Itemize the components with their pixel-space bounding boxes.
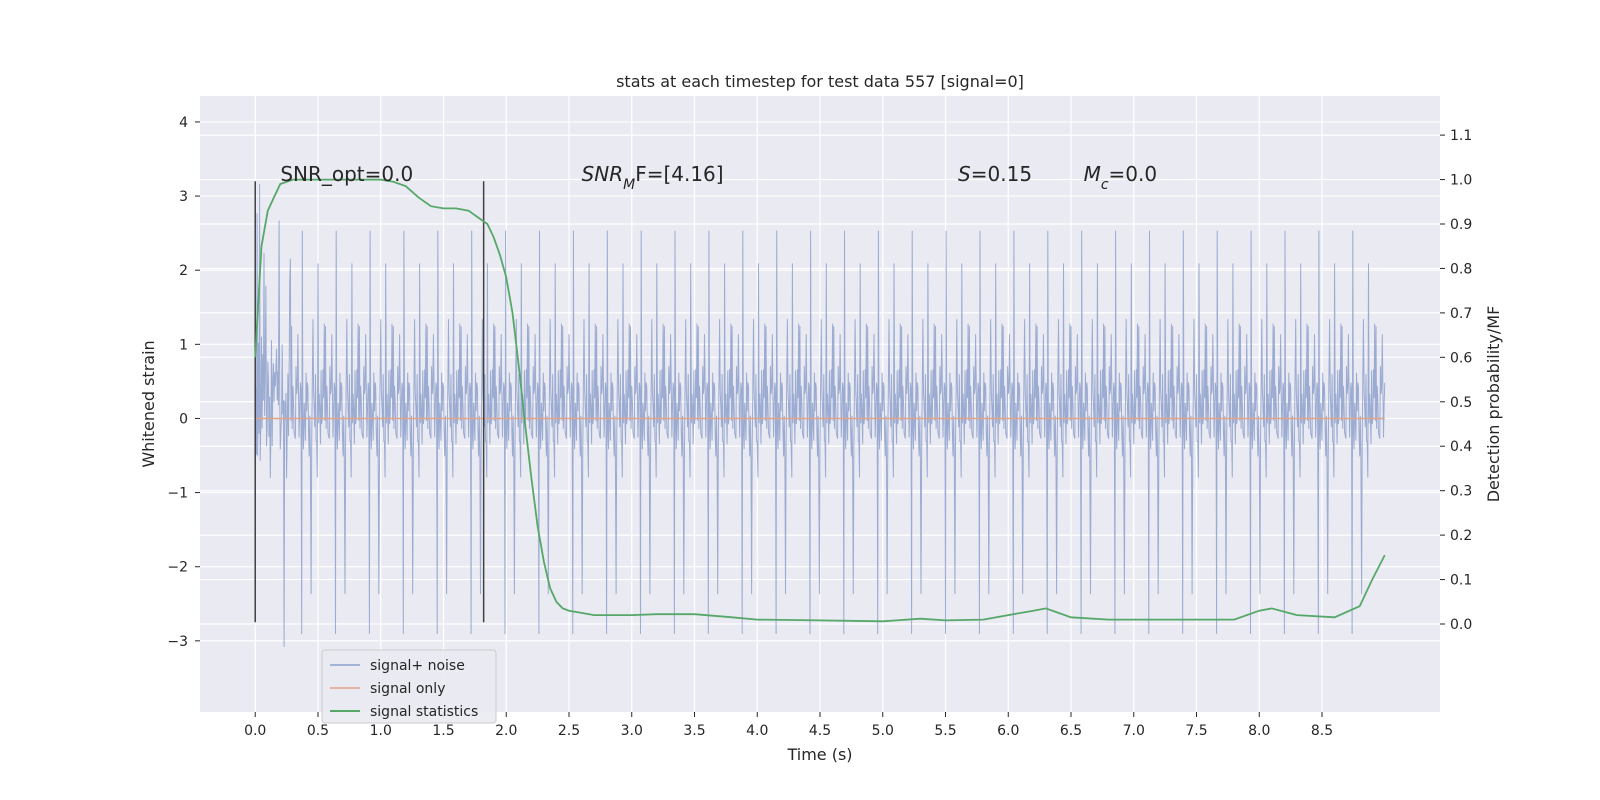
chart-marks	[254, 178, 1386, 647]
x-tick-label: 5.0	[872, 723, 894, 739]
x-tick-label: 7.0	[1123, 723, 1145, 739]
annotations: SNR_opt=0.0 SNRMF=[4.16] S=0.15 Mc=0.0	[280, 162, 1157, 193]
series-line-signal-noise	[254, 183, 1386, 647]
annotation-main: M	[1084, 162, 1101, 186]
annotation-main: SNR	[582, 162, 624, 186]
x-tick-label: 4.0	[746, 723, 768, 739]
x-tick-label: 3.5	[683, 723, 705, 739]
y-tick-label: −1	[167, 486, 188, 502]
y2-tick-label: 0.1	[1450, 573, 1472, 589]
x-tick-label: 6.0	[997, 723, 1019, 739]
y2-tick-label: 0.0	[1450, 617, 1472, 633]
y2-tick-label: 0.2	[1450, 528, 1472, 544]
y2-tick-label: 1.1	[1450, 128, 1472, 144]
legend-label: signal+ noise	[370, 658, 465, 674]
x-tick-label: 8.0	[1248, 723, 1270, 739]
annotation-snr_opt: SNR_opt=0.0	[280, 162, 413, 186]
x-tick-label: 8.5	[1311, 723, 1333, 739]
annotation-s: S=0.15	[958, 162, 1032, 186]
y2-tick-label: 0.5	[1450, 395, 1472, 411]
x-tick-label: 5.5	[934, 723, 956, 739]
annotation-rest: =0.15	[971, 162, 1032, 186]
x-tick-label: 4.5	[809, 723, 831, 739]
annotation-snr_mf: SNRMF=[4.16]	[582, 162, 724, 193]
x-tick-label: 2.5	[558, 723, 580, 739]
legend-box	[321, 649, 497, 724]
x-tick-label: 0.0	[244, 723, 266, 739]
y2-axis-label: Detection probability/MF	[1484, 306, 1503, 503]
y2-tick-label: 0.4	[1450, 439, 1472, 455]
y-tick-label: 1	[179, 337, 188, 353]
y-tick-label: −3	[167, 634, 188, 650]
annotation-main: S	[958, 162, 971, 186]
x-tick-label: 6.5	[1060, 723, 1082, 739]
x-tick-label: 1.5	[432, 723, 454, 739]
annotation-main: SNR_opt=0.0	[280, 162, 413, 186]
legend-label: signal statistics	[370, 704, 478, 720]
x-tick-label: 2.0	[495, 723, 517, 739]
series-line-signal-statistics	[254, 178, 1386, 623]
annotation-mc: Mc=0.0	[1084, 162, 1158, 193]
legend: signal+ noise signal only signal statistic…	[321, 649, 497, 724]
annotation-subscript: c	[1101, 177, 1109, 193]
y2-tick-label: 1.0	[1450, 173, 1472, 189]
x-tick-label: 1.0	[370, 723, 392, 739]
y-tick-label: 2	[179, 263, 188, 279]
annotation-rest: F=[4.16]	[635, 162, 723, 186]
y2-tick-label: 0.7	[1450, 306, 1472, 322]
chart-title: stats at each timestep for test data 557…	[616, 72, 1024, 91]
axes: 0.0 0.5 1.0 1.5 2.0 2.5 3.0 3.5 4.0 4.5 5.0 5.5 6.0 6…	[167, 115, 1472, 739]
y-tick-label: 0	[179, 411, 188, 427]
x-axis-label: Time (s)	[786, 745, 852, 764]
x-tick-label: 3.0	[621, 723, 643, 739]
annotation-rest: =0.0	[1109, 162, 1158, 186]
y2-tick-label: 0.6	[1450, 350, 1472, 366]
y-axis-label: Whitened strain	[139, 340, 158, 467]
y-tick-label: 3	[179, 189, 188, 205]
x-tick-label: 7.5	[1185, 723, 1207, 739]
y2-tick-label: 0.3	[1450, 484, 1472, 500]
annotation-subscript: M	[623, 177, 635, 193]
y2-tick-label: 0.9	[1450, 217, 1472, 233]
x-tick-label: 0.5	[307, 723, 329, 739]
y-tick-label: 4	[179, 115, 188, 131]
legend-label: signal only	[370, 681, 445, 697]
y2-tick-label: 0.8	[1450, 261, 1472, 277]
y-tick-label: −2	[167, 560, 188, 576]
